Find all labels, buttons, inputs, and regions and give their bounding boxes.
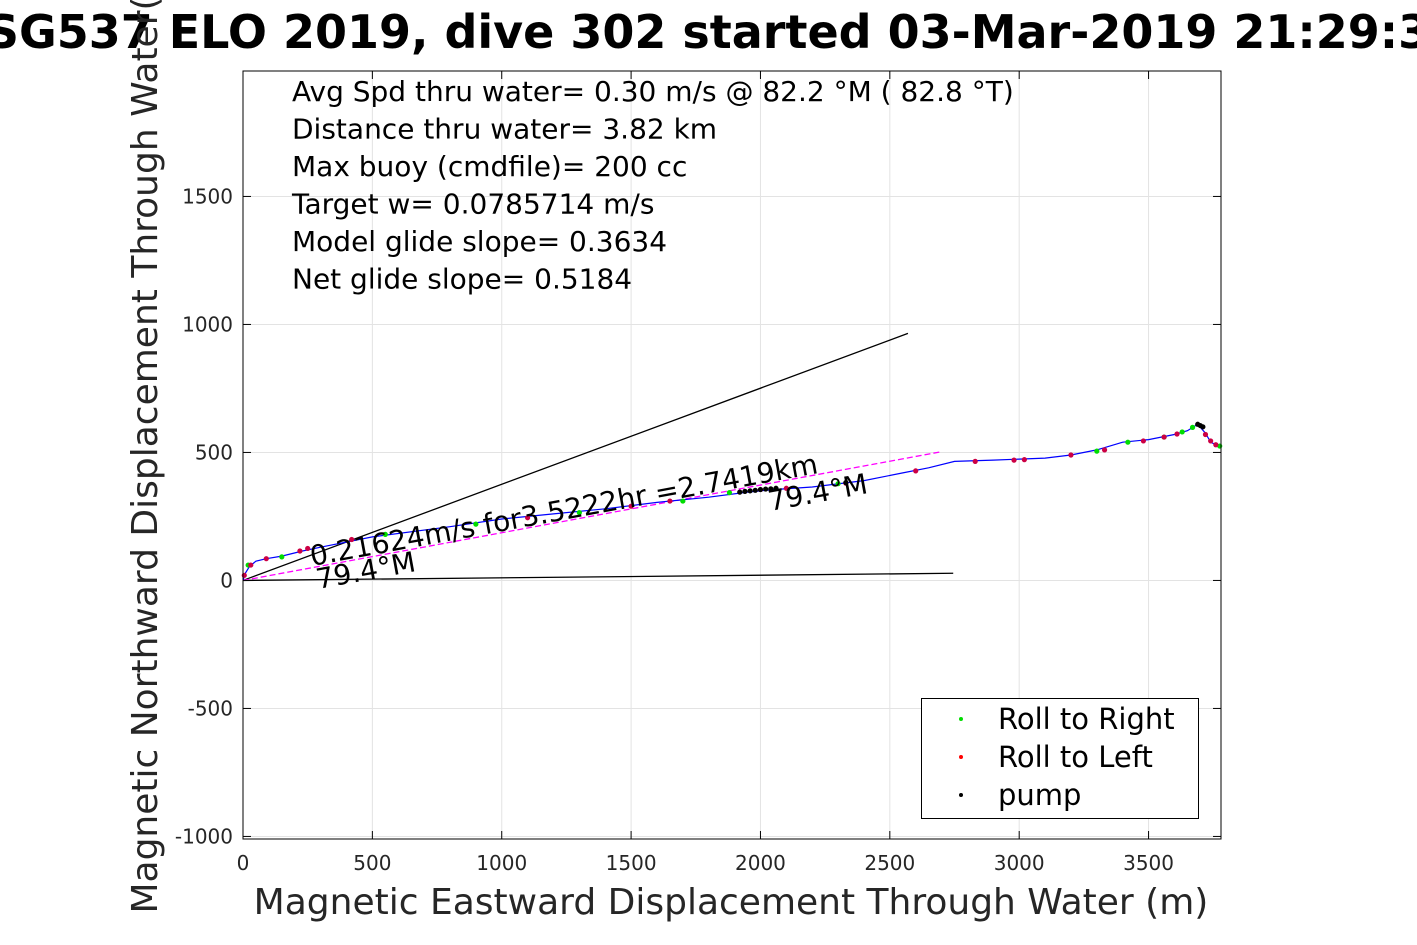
x-tick-label: 2500 (864, 851, 915, 875)
legend-label-pump: pump (998, 778, 1082, 812)
x-tick-label: 500 (353, 851, 391, 875)
marker-point (1200, 424, 1206, 430)
stats-annotation: Max buoy (cmdfile)= 200 cc (292, 150, 687, 183)
marker-point (726, 490, 733, 496)
x-tick-label: 1000 (476, 851, 527, 875)
x-tick-label: 3500 (1123, 851, 1174, 875)
marker-point (1021, 457, 1027, 463)
marker-point (747, 488, 753, 494)
legend-item-roll-left: Roll to Left (922, 740, 1198, 778)
marker-point (1179, 429, 1185, 435)
marker-point (763, 486, 769, 492)
marker-point (783, 485, 789, 491)
stats-annotation: Target w= 0.0785714 m/s (291, 188, 654, 221)
marker-point (297, 548, 303, 554)
x-tick-label: 0 (237, 851, 250, 875)
legend-marker-roll-left (959, 755, 963, 759)
marker-point (473, 521, 479, 527)
marker-point (1140, 438, 1146, 444)
marker-point (1011, 457, 1017, 463)
markers-group (241, 421, 1223, 578)
chart-title: SG537 ELO 2019, dive 302 started 03-Mar-… (0, 5, 1417, 59)
stats-annotation: Model glide slope= 0.3634 (292, 225, 667, 258)
annotations: Avg Spd thru water= 0.30 m/s @ 82.2 °M (… (291, 75, 1014, 296)
legend-label-roll-left: Roll to Left (998, 740, 1153, 774)
marker-point (628, 503, 634, 509)
marker-point (576, 509, 582, 516)
reference-line (242, 451, 942, 582)
marker-point (1208, 438, 1214, 444)
marker-point (737, 489, 743, 495)
plot-frame (242, 70, 1222, 840)
x-tick-label: 2000 (735, 851, 786, 875)
marker-point (843, 480, 849, 486)
marker-point (835, 481, 841, 487)
marker-point (667, 498, 673, 504)
marker-point (752, 487, 758, 493)
marker-point (279, 554, 285, 560)
marker-point (757, 486, 764, 493)
y-tick-label: 1500 (182, 184, 233, 208)
marker-point (525, 515, 531, 521)
marker-point (263, 556, 269, 562)
ticks: 0 500 1000 1500 2000 2500 3000 3500 -1000 -500 0 50… (175, 71, 1221, 875)
marker-point (305, 545, 311, 552)
stats-annotation: Net glide slope= 0.5184 (292, 263, 632, 296)
stats-annotation: Avg Spd thru water= 0.30 m/s @ 82.2 °M (… (292, 75, 1014, 108)
y-tick-label: 1000 (182, 312, 233, 336)
marker-point (1202, 431, 1209, 438)
marker-point (1101, 447, 1108, 453)
reference-line (242, 572, 954, 582)
marker-point (680, 498, 686, 504)
marker-point (1189, 424, 1196, 430)
legend-item-roll-right: Roll to Right (922, 702, 1198, 740)
legend: Roll to Right Roll to Left pump (921, 698, 1199, 819)
marker-point (349, 536, 355, 543)
y-tick-label: -1000 (175, 824, 233, 848)
marker-point (1174, 431, 1180, 437)
marker-point (1213, 442, 1219, 448)
marker-point (742, 488, 748, 494)
y-tick-label: 0 (220, 568, 233, 592)
marker-point (913, 468, 919, 474)
legend-marker-roll-right (959, 717, 963, 721)
legend-marker-pump (959, 793, 963, 797)
marker-point (1125, 439, 1131, 445)
x-tick-label: 3000 (994, 851, 1045, 875)
x-axis-label: Magnetic Eastward Displacement Through W… (254, 882, 1209, 923)
marker-point (972, 458, 978, 464)
marker-point (773, 485, 779, 491)
legend-item-pump: pump (922, 778, 1198, 816)
marker-point (1161, 434, 1167, 440)
y-axis-label: Magnetic Northward Displacement Through … (125, 0, 166, 914)
marker-point (248, 562, 254, 568)
marker-point (241, 572, 247, 578)
y-tick-label: 500 (195, 440, 233, 464)
marker-point (1094, 448, 1100, 454)
stats-annotation: Distance thru water= 3.82 km (292, 113, 717, 146)
legend-label-roll-right: Roll to Right (998, 702, 1175, 736)
y-tick-label: -500 (188, 696, 233, 720)
marker-point (382, 531, 388, 537)
marker-point (768, 486, 774, 492)
x-tick-label: 1500 (606, 851, 657, 875)
marker-point (1068, 452, 1074, 458)
